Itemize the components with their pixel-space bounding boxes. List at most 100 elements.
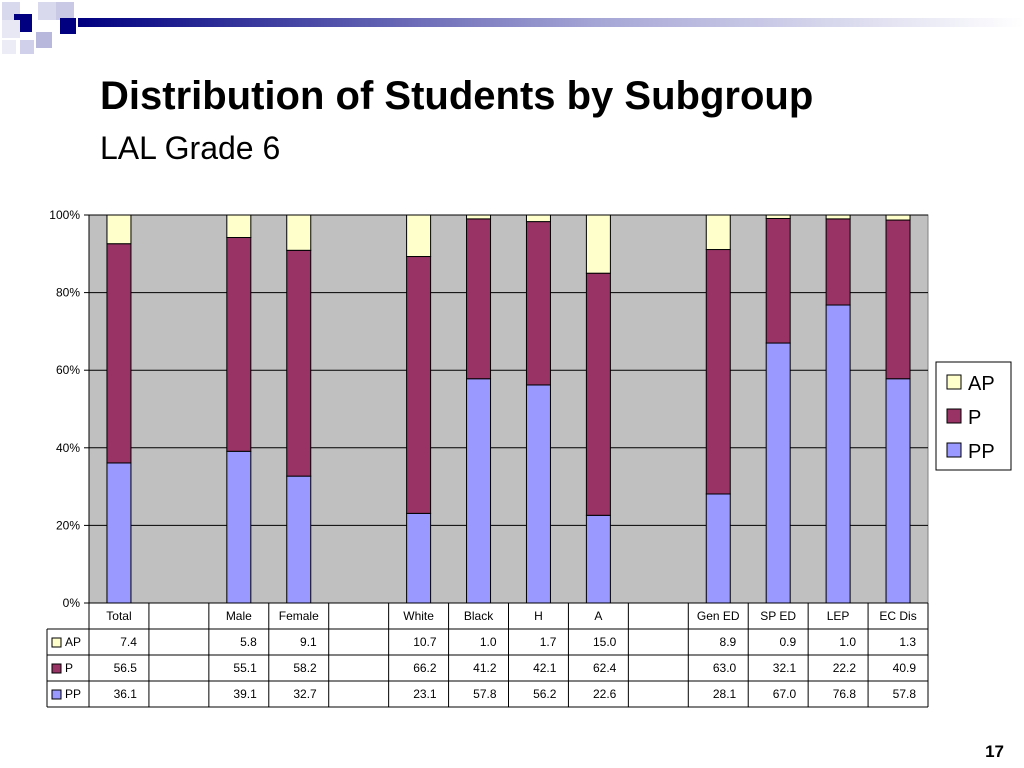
category-label: Gen ED xyxy=(697,609,740,623)
data-value-label: 22.2 xyxy=(833,661,857,675)
bar-pp xyxy=(226,450,252,604)
bar-ap xyxy=(106,214,132,245)
y-tick-label: 40% xyxy=(56,441,80,455)
data-value-label: 42.1 xyxy=(533,661,557,675)
y-tick-label: 100% xyxy=(49,208,80,222)
category-label: A xyxy=(594,609,602,623)
bar-p xyxy=(825,218,851,306)
bar-pp xyxy=(286,475,312,604)
category-label: Female xyxy=(279,609,319,623)
category-label: EC Dis xyxy=(879,609,916,623)
legend-label-pp: PP xyxy=(968,441,995,463)
data-value-label: 40.9 xyxy=(893,661,917,675)
category-label: SP ED xyxy=(760,609,796,623)
bar-ap xyxy=(705,214,731,251)
y-tick-label: 80% xyxy=(56,286,80,300)
data-value-label: 67.0 xyxy=(773,687,797,701)
bar-p xyxy=(286,249,312,477)
table-row-label: P xyxy=(65,661,73,675)
data-value-label: 62.4 xyxy=(593,661,617,675)
data-value-label: 10.7 xyxy=(413,635,437,649)
bar-pp xyxy=(106,462,132,604)
table-legend-key xyxy=(51,637,62,648)
y-tick-label: 60% xyxy=(56,363,80,377)
data-value-label: 41.2 xyxy=(473,661,497,675)
data-value-label: 9.1 xyxy=(300,635,317,649)
bar-pp xyxy=(466,378,492,604)
data-value-label: 39.1 xyxy=(233,687,257,701)
legend-key-ap xyxy=(946,374,962,390)
data-value-label: 55.1 xyxy=(233,661,257,675)
bar-p xyxy=(106,243,132,464)
legend-key-pp xyxy=(946,442,962,458)
bar-ap xyxy=(525,214,551,223)
bar-p xyxy=(226,237,252,452)
data-value-label: 58.2 xyxy=(293,661,317,675)
data-value-label: 1.0 xyxy=(839,635,856,649)
data-value-label: 57.8 xyxy=(473,687,497,701)
data-value-label: 76.8 xyxy=(833,687,857,701)
header-gradient-band xyxy=(78,18,1024,27)
plot-area xyxy=(88,214,929,604)
decorative-square xyxy=(36,32,52,48)
bar-pp xyxy=(825,304,851,604)
data-value-label: 56.5 xyxy=(114,661,138,675)
category-label: H xyxy=(534,609,543,623)
bar-ap xyxy=(406,214,432,258)
decorative-square xyxy=(2,40,16,54)
legend-label-p: P xyxy=(968,407,981,429)
data-value-label: 1.7 xyxy=(540,635,557,649)
decorative-square xyxy=(60,18,76,34)
slide-title: Distribution of Students by Subgroup xyxy=(100,74,814,118)
y-tick-label: 0% xyxy=(63,596,81,610)
data-value-label: 56.2 xyxy=(533,687,557,701)
bar-pp xyxy=(406,512,432,604)
bar-p xyxy=(525,221,551,386)
category-label: LEP xyxy=(827,609,850,623)
bar-pp xyxy=(705,493,731,604)
data-value-label: 32.1 xyxy=(773,661,797,675)
bar-ap xyxy=(226,214,252,239)
table-row-label: PP xyxy=(65,687,81,701)
category-label: Male xyxy=(226,609,252,623)
data-value-label: 57.8 xyxy=(893,687,917,701)
bar-p xyxy=(705,249,731,495)
bar-pp xyxy=(525,384,551,604)
decorative-square xyxy=(2,20,20,38)
bar-pp xyxy=(585,514,611,604)
decorative-square xyxy=(56,2,74,20)
category-label: Black xyxy=(464,609,494,623)
data-value-label: 28.1 xyxy=(713,687,737,701)
legend-label-ap: AP xyxy=(968,373,995,395)
category-label: White xyxy=(403,609,434,623)
legend-key-p xyxy=(946,408,962,424)
data-value-label: 63.0 xyxy=(713,661,737,675)
data-value-label: 8.9 xyxy=(720,635,737,649)
table-legend-key xyxy=(51,689,62,700)
bar-pp xyxy=(765,342,791,604)
data-value-label: 5.8 xyxy=(240,635,257,649)
bar-ap xyxy=(466,214,492,220)
category-label: Total xyxy=(106,609,131,623)
data-value-label: 0.9 xyxy=(779,635,796,649)
data-value-label: 1.0 xyxy=(480,635,497,649)
data-value-label: 23.1 xyxy=(413,687,437,701)
bar-ap xyxy=(286,214,312,251)
table-row-label: AP xyxy=(65,635,81,649)
bar-ap xyxy=(585,214,611,274)
bar-p xyxy=(406,256,432,514)
data-value-label: 22.6 xyxy=(593,687,617,701)
data-value-label: 32.7 xyxy=(293,687,317,701)
bar-ap xyxy=(825,214,851,220)
bar-pp xyxy=(885,378,911,604)
data-value-label: 36.1 xyxy=(114,687,138,701)
bar-p xyxy=(885,219,911,380)
decorative-square xyxy=(20,40,34,54)
table-legend-key xyxy=(51,663,62,674)
data-value-label: 7.4 xyxy=(120,635,137,649)
y-tick-label: 20% xyxy=(56,518,80,532)
bar-ap xyxy=(765,214,791,219)
slide-header-decoration xyxy=(2,2,1024,54)
bar-p xyxy=(466,218,492,380)
